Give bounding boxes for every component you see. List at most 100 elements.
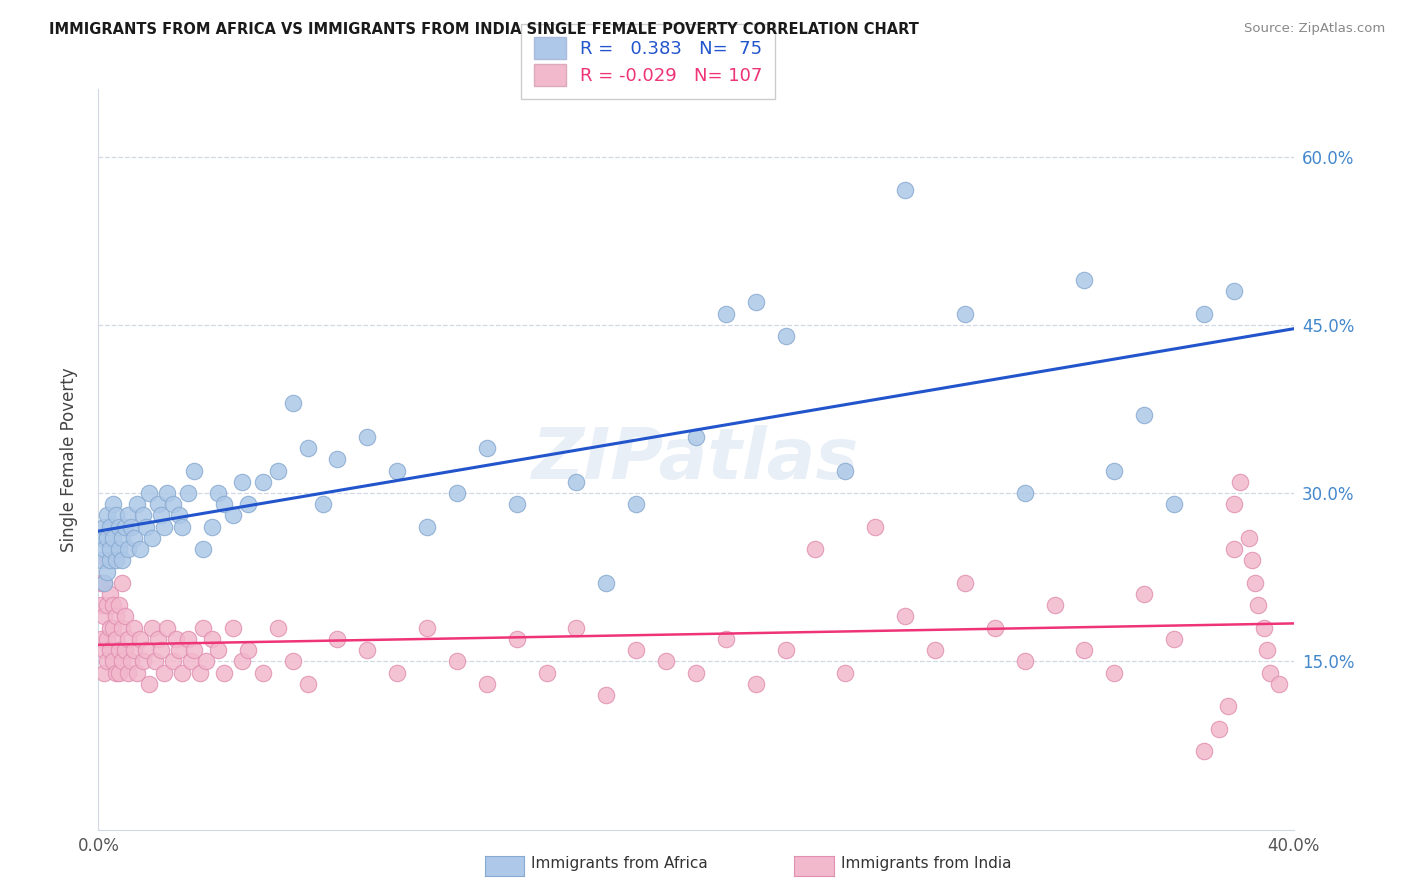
Point — [595, 688, 617, 702]
Point — [167, 508, 190, 523]
Point — [96, 598, 118, 612]
Point — [536, 665, 558, 680]
Point — [188, 665, 211, 680]
Point — [150, 643, 173, 657]
Point — [93, 575, 115, 590]
Point — [685, 665, 707, 680]
Point — [132, 654, 155, 668]
Point — [117, 508, 139, 523]
Point — [108, 598, 131, 612]
Point — [96, 531, 118, 545]
Point — [1073, 643, 1095, 657]
Point — [90, 598, 112, 612]
Point — [297, 677, 319, 691]
Point — [141, 531, 163, 545]
Point — [129, 542, 152, 557]
Point — [111, 654, 134, 668]
Point — [222, 508, 245, 523]
Point — [132, 508, 155, 523]
Point — [281, 396, 304, 410]
Point — [96, 654, 118, 668]
Text: Immigrants from Africa: Immigrants from Africa — [531, 856, 709, 871]
Point — [475, 441, 498, 455]
Point — [114, 609, 136, 624]
Point — [311, 497, 333, 511]
Point — [506, 632, 529, 646]
Point — [153, 519, 176, 533]
Text: IMMIGRANTS FROM AFRICA VS IMMIGRANTS FROM INDIA SINGLE FEMALE POVERTY CORRELATIO: IMMIGRANTS FROM AFRICA VS IMMIGRANTS FRO… — [49, 22, 920, 37]
Point — [90, 632, 112, 646]
Point — [172, 665, 194, 680]
Point — [108, 542, 131, 557]
Point — [685, 430, 707, 444]
Point — [655, 654, 678, 668]
Point — [148, 632, 170, 646]
Point — [326, 452, 349, 467]
Point — [93, 665, 115, 680]
Point — [356, 643, 378, 657]
Point — [416, 519, 439, 533]
Point — [195, 654, 218, 668]
Point — [1256, 643, 1278, 657]
Point — [1247, 598, 1270, 612]
Point — [96, 508, 118, 523]
Point — [124, 643, 146, 657]
Point — [98, 643, 122, 657]
Point — [201, 632, 224, 646]
Point — [1192, 744, 1215, 758]
Point — [714, 307, 737, 321]
Point — [180, 654, 202, 668]
Point — [1014, 654, 1036, 668]
Point — [153, 665, 176, 680]
Point — [111, 553, 134, 567]
Point — [267, 621, 290, 635]
Point — [127, 497, 149, 511]
Point — [111, 621, 134, 635]
Point — [148, 497, 170, 511]
Y-axis label: Single Female Poverty: Single Female Poverty — [59, 368, 77, 551]
Point — [506, 497, 529, 511]
Point — [120, 654, 142, 668]
Point — [141, 621, 163, 635]
Point — [183, 464, 205, 478]
Point — [108, 643, 131, 657]
Point — [105, 665, 128, 680]
Point — [804, 542, 827, 557]
Point — [212, 497, 235, 511]
Point — [103, 598, 125, 612]
Point — [714, 632, 737, 646]
Point — [135, 519, 157, 533]
Point — [108, 665, 131, 680]
Point — [90, 553, 112, 567]
Point — [105, 632, 128, 646]
Point — [93, 519, 115, 533]
Point — [191, 621, 214, 635]
Text: ZIPatlas: ZIPatlas — [533, 425, 859, 494]
Point — [834, 665, 856, 680]
Point — [93, 609, 115, 624]
Point — [90, 531, 112, 545]
Point — [103, 621, 125, 635]
Point — [177, 632, 200, 646]
Point — [953, 307, 976, 321]
Point — [1043, 598, 1066, 612]
Point — [98, 542, 122, 557]
Point — [834, 464, 856, 478]
Point — [565, 621, 588, 635]
Point — [1253, 621, 1275, 635]
Point — [1133, 408, 1156, 422]
Point — [475, 677, 498, 691]
Point — [222, 621, 245, 635]
Point — [1258, 665, 1281, 680]
Point — [96, 565, 118, 579]
Point — [1192, 307, 1215, 321]
Point — [162, 497, 184, 511]
Point — [117, 632, 139, 646]
Point — [267, 464, 290, 478]
Point — [1229, 475, 1251, 489]
Point — [1163, 497, 1185, 511]
Point — [252, 665, 274, 680]
Point — [96, 632, 118, 646]
Point — [446, 654, 468, 668]
Point — [385, 464, 409, 478]
